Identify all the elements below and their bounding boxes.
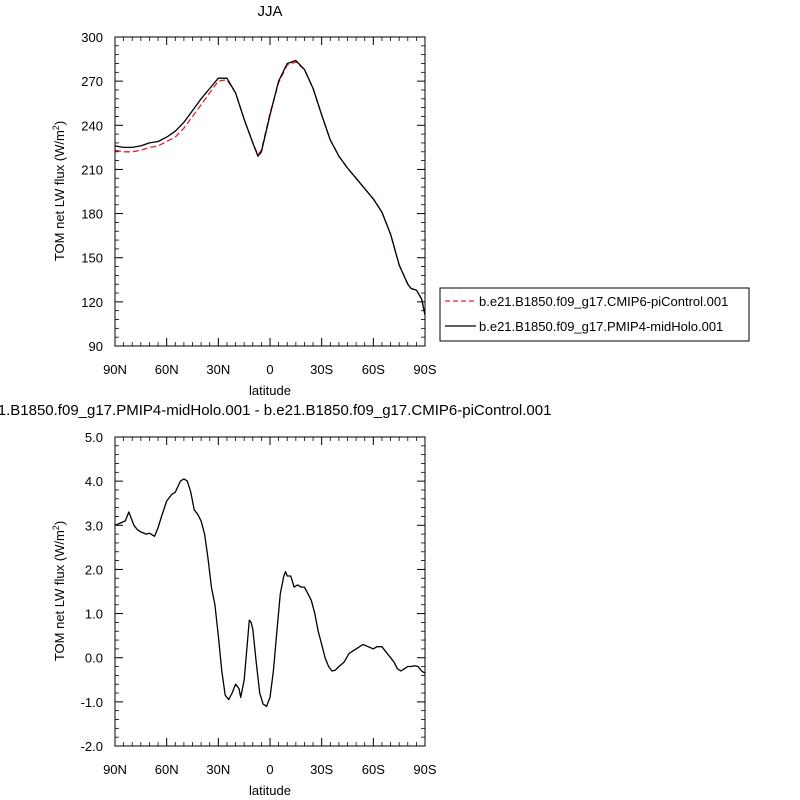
bottom-y-tick-label: -1.0 <box>81 695 103 710</box>
bottom-y-tick-label: 3.0 <box>85 518 103 533</box>
bottom-series-group <box>114 478 426 707</box>
top-chart-title: JJA <box>257 3 282 20</box>
top-y-axis-label: TOM net LW flux (W/m2) <box>51 121 67 261</box>
legend: b.e21.B1850.f09_g17.CMIP6-piControl.001 … <box>439 287 750 342</box>
top-plot-frame <box>114 36 426 347</box>
top-x-tick-label: 90N <box>103 362 127 377</box>
top-y-tick-label: 270 <box>81 74 103 89</box>
bottom-plot-frame <box>114 436 426 747</box>
top-y-tick-label: 240 <box>81 118 103 133</box>
bottom-x-tick-label: 0 <box>266 762 273 777</box>
bottom-y-tick-label: 0.0 <box>85 651 103 666</box>
top-x-tick-label: 0 <box>266 362 273 377</box>
bottom-x-tick-label: 30S <box>310 762 333 777</box>
top-x-axis-label: latitude <box>249 383 291 398</box>
top-y-tick-label: 90 <box>89 339 103 354</box>
top-x-tick-label: 30N <box>206 362 230 377</box>
bottom-x-tick-label: 30N <box>206 762 230 777</box>
top-series-line-0 <box>114 61 426 314</box>
top-y-tick-label: 120 <box>81 295 103 310</box>
bottom-x-tick-label: 90S <box>413 762 436 777</box>
top-series-line-1 <box>114 59 426 316</box>
bottom-x-tick-label: 60N <box>155 762 179 777</box>
bottom-x-tick-label: 90N <box>103 762 127 777</box>
top-y-tick-label: 180 <box>81 207 103 222</box>
bottom-series-line-0 <box>114 478 426 707</box>
bottom-chart-title: b.e21.B1850.f09_g17.PMIP4-midHolo.001 - … <box>0 402 551 419</box>
legend-entry-midholo: b.e21.B1850.f09_g17.PMIP4-midHolo.001 <box>479 319 723 334</box>
top-axis-ticks <box>114 36 426 347</box>
legend-box <box>439 287 750 342</box>
bottom-y-tick-label: 2.0 <box>85 562 103 577</box>
top-series-group <box>114 59 426 316</box>
top-panel: JJA 90 120 150 180 210 240 270 300 90N 60N 30N 0 30S… <box>51 3 750 398</box>
bottom-axis-ticks <box>114 436 426 747</box>
top-x-tick-label: 60S <box>362 362 385 377</box>
top-x-tick-label: 60N <box>155 362 179 377</box>
bottom-y-tick-label: 1.0 <box>85 607 103 622</box>
bottom-y-tick-label: 5.0 <box>85 430 103 445</box>
top-y-tick-label: 210 <box>81 162 103 177</box>
top-y-tick-label: 300 <box>81 30 103 45</box>
top-x-tick-label: 90S <box>413 362 436 377</box>
legend-entry-picontrol: b.e21.B1850.f09_g17.CMIP6-piControl.001 <box>479 294 728 309</box>
bottom-x-tick-label: 60S <box>362 762 385 777</box>
bottom-x-axis-label: latitude <box>249 783 291 798</box>
bottom-y-tick-label: -2.0 <box>81 739 103 754</box>
bottom-panel: b.e21.B1850.f09_g17.PMIP4-midHolo.001 - … <box>0 402 551 798</box>
top-x-tick-label: 30S <box>310 362 333 377</box>
top-y-tick-label: 150 <box>81 251 103 266</box>
bottom-y-axis-label: TOM net LW flux (W/m2) <box>51 521 67 661</box>
bottom-y-tick-label: 4.0 <box>85 474 103 489</box>
